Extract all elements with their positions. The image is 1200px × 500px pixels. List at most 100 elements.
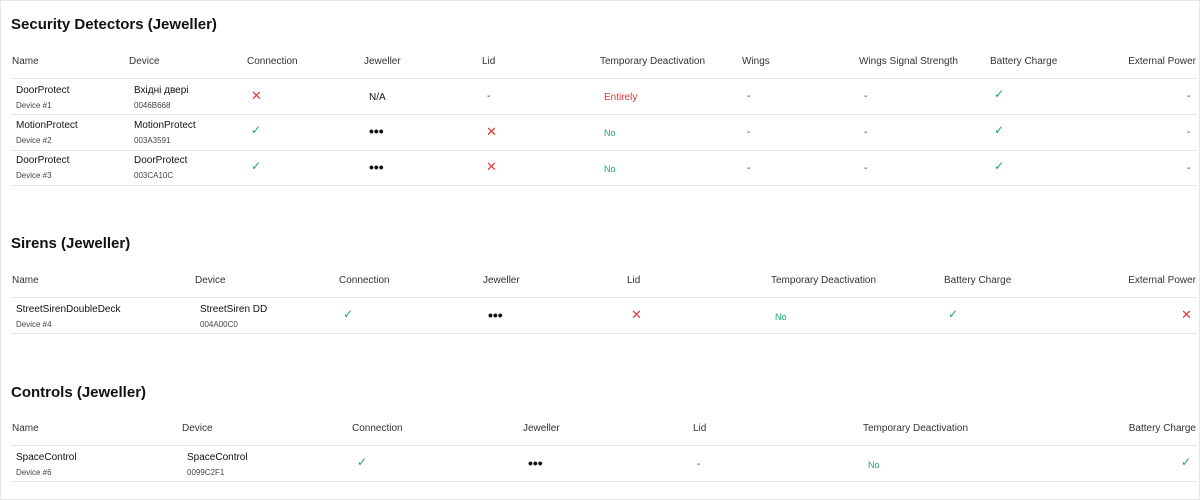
connection-check-icon: ✓ <box>357 455 368 469</box>
jeweller-dots-icon[interactable]: ••• <box>528 455 543 471</box>
wings-signal-value: - <box>864 127 868 138</box>
header-wings-signal-strength: Wings Signal Strength <box>859 56 958 67</box>
battery-check-icon: ✓ <box>994 87 1005 101</box>
device-name: MotionProtect <box>16 120 78 131</box>
device-label: MotionProtect <box>134 120 196 131</box>
header-lid: Lid <box>693 423 707 434</box>
wings-value: - <box>747 163 751 174</box>
device-id: 0046B668 <box>134 101 171 110</box>
cell-device: SpaceControl 0099C2F1 <box>187 452 248 477</box>
battery-check-icon: ✓ <box>994 123 1005 137</box>
header-temporary-deactivation: Temporary Deactivation <box>771 275 877 286</box>
section-title: Controls (Jeweller) <box>11 384 147 401</box>
device-number: Device #2 <box>16 136 52 145</box>
lid-cross-icon: ✕ <box>631 307 642 322</box>
header-divider <box>11 78 1197 79</box>
cell-name: MotionProtect Device #2 <box>16 120 78 145</box>
header-jeweller: Jeweller <box>483 275 520 286</box>
device-number: Device #1 <box>16 101 52 110</box>
external-power-value: - <box>1187 127 1191 138</box>
device-label: Вхідні двері <box>134 85 189 96</box>
device-label: StreetSiren DD <box>200 304 268 315</box>
row-divider <box>11 185 1197 186</box>
header-wings: Wings <box>742 56 770 67</box>
wings-signal-value: - <box>864 91 868 102</box>
header-device: Device <box>182 423 213 434</box>
lid-value: - <box>487 91 491 102</box>
device-id: 0099C2F1 <box>187 468 225 477</box>
header-device: Device <box>129 56 160 67</box>
device-label: DoorProtect <box>134 155 188 166</box>
header-connection: Connection <box>339 275 390 286</box>
jeweller-dots-icon[interactable]: ••• <box>369 159 384 175</box>
header-jeweller: Jeweller <box>523 423 560 434</box>
device-number: Device #3 <box>16 171 52 180</box>
device-number: Device #4 <box>16 320 52 329</box>
header-jeweller: Jeweller <box>364 56 401 67</box>
external-power-value: - <box>1187 163 1191 174</box>
wings-value: - <box>747 91 751 102</box>
external-power-value: - <box>1187 91 1191 102</box>
deactivation-value: No <box>775 312 787 322</box>
row-divider <box>11 150 1197 151</box>
lid-cross-icon: ✕ <box>486 159 497 174</box>
header-name: Name <box>12 275 39 286</box>
cell-name: DoorProtect Device #3 <box>16 155 69 180</box>
lid-value: - <box>697 459 701 470</box>
header-external-power: External Power <box>1128 56 1196 67</box>
header-device: Device <box>195 275 226 286</box>
cell-name: StreetSirenDoubleDeck Device #4 <box>16 304 121 329</box>
header-divider <box>11 297 1197 298</box>
row-divider <box>11 481 1197 482</box>
header-lid: Lid <box>627 275 641 286</box>
cell-device: MotionProtect 003A3591 <box>134 120 196 145</box>
header-external-power: External Power <box>1128 275 1196 286</box>
header-lid: Lid <box>482 56 496 67</box>
header-divider <box>11 445 1197 446</box>
device-number: Device #6 <box>16 468 52 477</box>
device-name: SpaceControl <box>16 452 77 463</box>
header-name: Name <box>12 56 39 67</box>
connection-check-icon: ✓ <box>251 159 262 173</box>
connection-check-icon: ✓ <box>251 123 262 137</box>
header-name: Name <box>12 423 39 434</box>
external-power-cross-icon: ✕ <box>1181 307 1192 322</box>
deactivation-value: No <box>868 460 880 470</box>
device-name: DoorProtect <box>16 155 70 166</box>
device-id: 003A3591 <box>134 136 171 145</box>
device-name: StreetSirenDoubleDeck <box>16 304 121 315</box>
row-divider <box>11 333 1197 334</box>
wings-signal-value: - <box>864 163 868 174</box>
header-battery-charge: Battery Charge <box>1128 423 1196 434</box>
header-connection: Connection <box>352 423 403 434</box>
device-id: 004A00C0 <box>200 320 238 329</box>
battery-check-icon: ✓ <box>1181 455 1192 469</box>
section-title: Security Detectors (Jeweller) <box>11 16 217 33</box>
device-label: SpaceControl <box>187 452 248 463</box>
cell-name: DoorProtect Device #1 <box>16 85 69 110</box>
jeweller-dots-icon[interactable]: ••• <box>488 307 503 323</box>
battery-check-icon: ✓ <box>994 159 1005 173</box>
header-temporary-deactivation: Temporary Deactivation <box>863 423 969 434</box>
connection-check-icon: ✓ <box>343 307 354 321</box>
deactivation-value: No <box>604 128 616 138</box>
battery-check-icon: ✓ <box>948 307 959 321</box>
header-connection: Connection <box>247 56 298 67</box>
lid-cross-icon: ✕ <box>486 124 497 139</box>
jeweller-value: N/A <box>369 92 386 103</box>
header-battery-charge: Battery Charge <box>944 275 1012 286</box>
header-battery-charge: Battery Charge <box>990 56 1058 67</box>
row-divider <box>11 114 1197 115</box>
section-title: Sirens (Jeweller) <box>11 235 131 252</box>
jeweller-dots-icon[interactable]: ••• <box>369 123 384 139</box>
deactivation-value: Entirely <box>604 92 638 103</box>
wings-value: - <box>747 127 751 138</box>
cell-device: Вхідні двері 0046B668 <box>134 85 189 110</box>
device-id: 003CA10C <box>134 171 174 180</box>
device-name: DoorProtect <box>16 85 70 96</box>
connection-cross-icon: ✕ <box>251 88 262 103</box>
cell-device: DoorProtect 003CA10C <box>134 155 187 180</box>
cell-name: SpaceControl Device #6 <box>16 452 77 477</box>
cell-device: StreetSiren DD 004A00C0 <box>200 304 267 329</box>
